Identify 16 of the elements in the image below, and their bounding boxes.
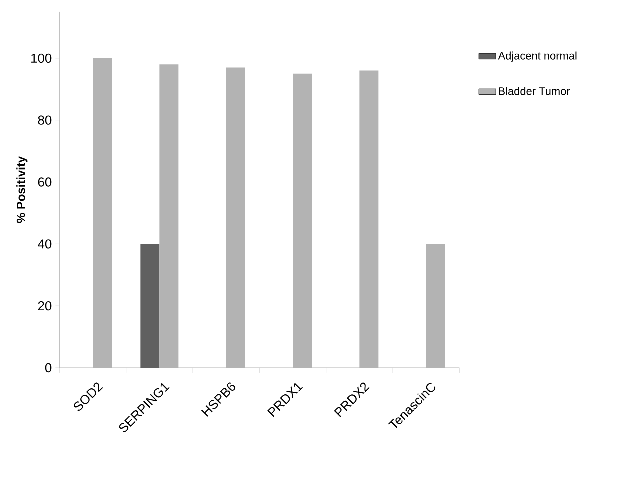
bar: [140, 244, 160, 368]
y-tick-label: 20: [38, 301, 52, 311]
y-tick-label: 80: [38, 116, 52, 125]
y-tick-label: 60: [38, 178, 52, 187]
bar: [360, 70, 379, 368]
y-axis-title: % Positivity: [16, 156, 28, 224]
y-tick-label: 0: [45, 363, 52, 373]
bar: [160, 64, 179, 368]
bar: [226, 68, 246, 368]
bar: [426, 244, 446, 368]
bar: [293, 74, 312, 368]
legend-label: Adjacent normal: [498, 52, 577, 62]
legend-label: Bladder Tumor: [499, 87, 570, 96]
y-tick-label: 40: [38, 240, 52, 249]
bar: [93, 58, 112, 368]
y-tick-label: 100: [32, 54, 52, 64]
